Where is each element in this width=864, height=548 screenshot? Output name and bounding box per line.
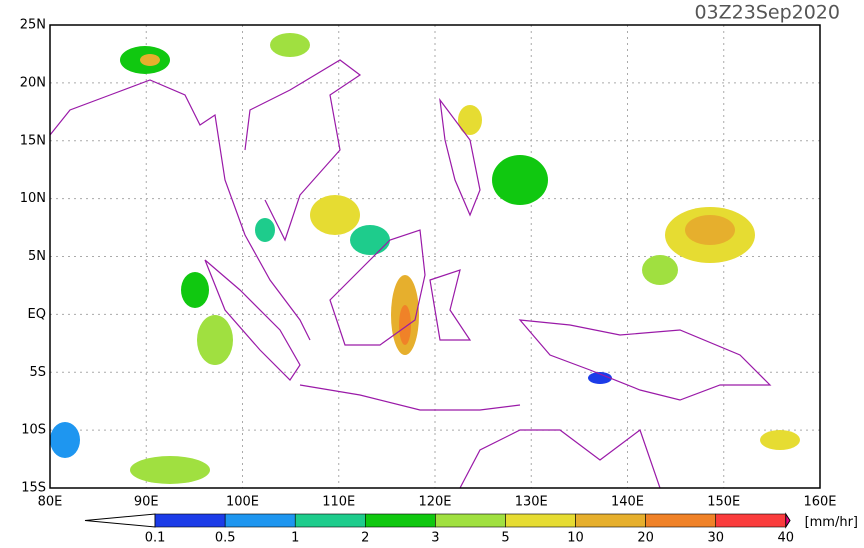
map-frame <box>49 24 821 489</box>
grid <box>50 25 820 488</box>
rain-cell <box>492 155 548 205</box>
rain-cell <box>310 195 360 235</box>
rain-cell <box>130 456 210 484</box>
rain-cell <box>50 422 80 458</box>
coastline <box>299 384 521 411</box>
coastline <box>439 97 481 217</box>
colorbar-swatch <box>715 513 787 528</box>
colorbar-label: 10 <box>567 531 584 545</box>
colorbar-swatch <box>435 513 506 528</box>
colorbar-swatch <box>645 513 717 528</box>
colorbar-arrow <box>785 512 791 529</box>
coastline <box>459 429 661 488</box>
lat-label: 25N <box>20 18 46 33</box>
lat-label: 15N <box>20 133 46 148</box>
colorbar-label: 0.5 <box>215 531 236 545</box>
colorbar-swatch <box>294 513 366 528</box>
lon-label: 130E <box>515 495 548 510</box>
lon-label: 150E <box>707 495 740 510</box>
colorbar: 0.1 0.5 1 2 3 5 10 20 30 40 [mm/hr] <box>84 512 858 546</box>
colorbar-label: 0.1 <box>145 531 166 545</box>
coastline <box>329 229 426 346</box>
colorbar-swatch <box>224 513 296 528</box>
lon-label: 90E <box>134 495 159 510</box>
lat-label: 5N <box>28 249 46 264</box>
colorbar-label: 30 <box>707 531 724 545</box>
colorbar-swatch <box>154 513 226 528</box>
coastlines <box>50 59 772 488</box>
rain-cell <box>685 215 735 245</box>
lat-label: 5S <box>29 365 46 380</box>
rain-cell <box>350 225 390 255</box>
lon-label: 140E <box>611 495 644 510</box>
rain-cell <box>588 372 612 384</box>
colorbar-unit: [mm/hr] <box>805 515 858 530</box>
colorbar-label: 3 <box>431 531 439 545</box>
colorbar-label: 20 <box>637 531 654 545</box>
lon-label: 100E <box>226 495 259 510</box>
colorbar-label: 5 <box>501 531 509 545</box>
colorbar-label: 40 <box>778 531 795 545</box>
map-title: 03Z23Sep2020 <box>694 2 840 24</box>
lon-label: 110E <box>322 495 355 510</box>
rain-field <box>50 33 800 484</box>
lon-label: 80E <box>38 495 63 510</box>
coastline <box>244 59 362 242</box>
rain-cell <box>270 33 310 57</box>
lat-label: 10S <box>21 423 46 438</box>
coastline <box>518 319 772 401</box>
lat-label: 15S <box>21 481 46 496</box>
lat-label: EQ <box>28 307 46 322</box>
colorbar-label: 2 <box>361 531 369 545</box>
rain-cell <box>458 105 482 135</box>
rain-cell <box>197 315 233 365</box>
colorbar-swatch <box>575 513 646 528</box>
lat-label: 10N <box>20 191 46 206</box>
lon-label: 160E <box>803 495 836 510</box>
colorbar-swatch <box>505 513 576 528</box>
rain-cell <box>642 255 678 285</box>
rain-cell <box>181 272 209 308</box>
lon-label: 120E <box>418 495 451 510</box>
coastline <box>429 269 472 341</box>
rain-cell <box>760 430 800 450</box>
lat-label: 20N <box>20 75 46 90</box>
colorbar-swatch <box>365 513 436 528</box>
rain-cell <box>255 218 275 242</box>
coastline <box>204 259 301 381</box>
rain-cell <box>140 54 160 66</box>
coastline <box>50 79 311 341</box>
colorbar-arrow <box>84 513 156 528</box>
colorbar-label: 1 <box>291 531 299 545</box>
rain-cell <box>399 305 411 345</box>
